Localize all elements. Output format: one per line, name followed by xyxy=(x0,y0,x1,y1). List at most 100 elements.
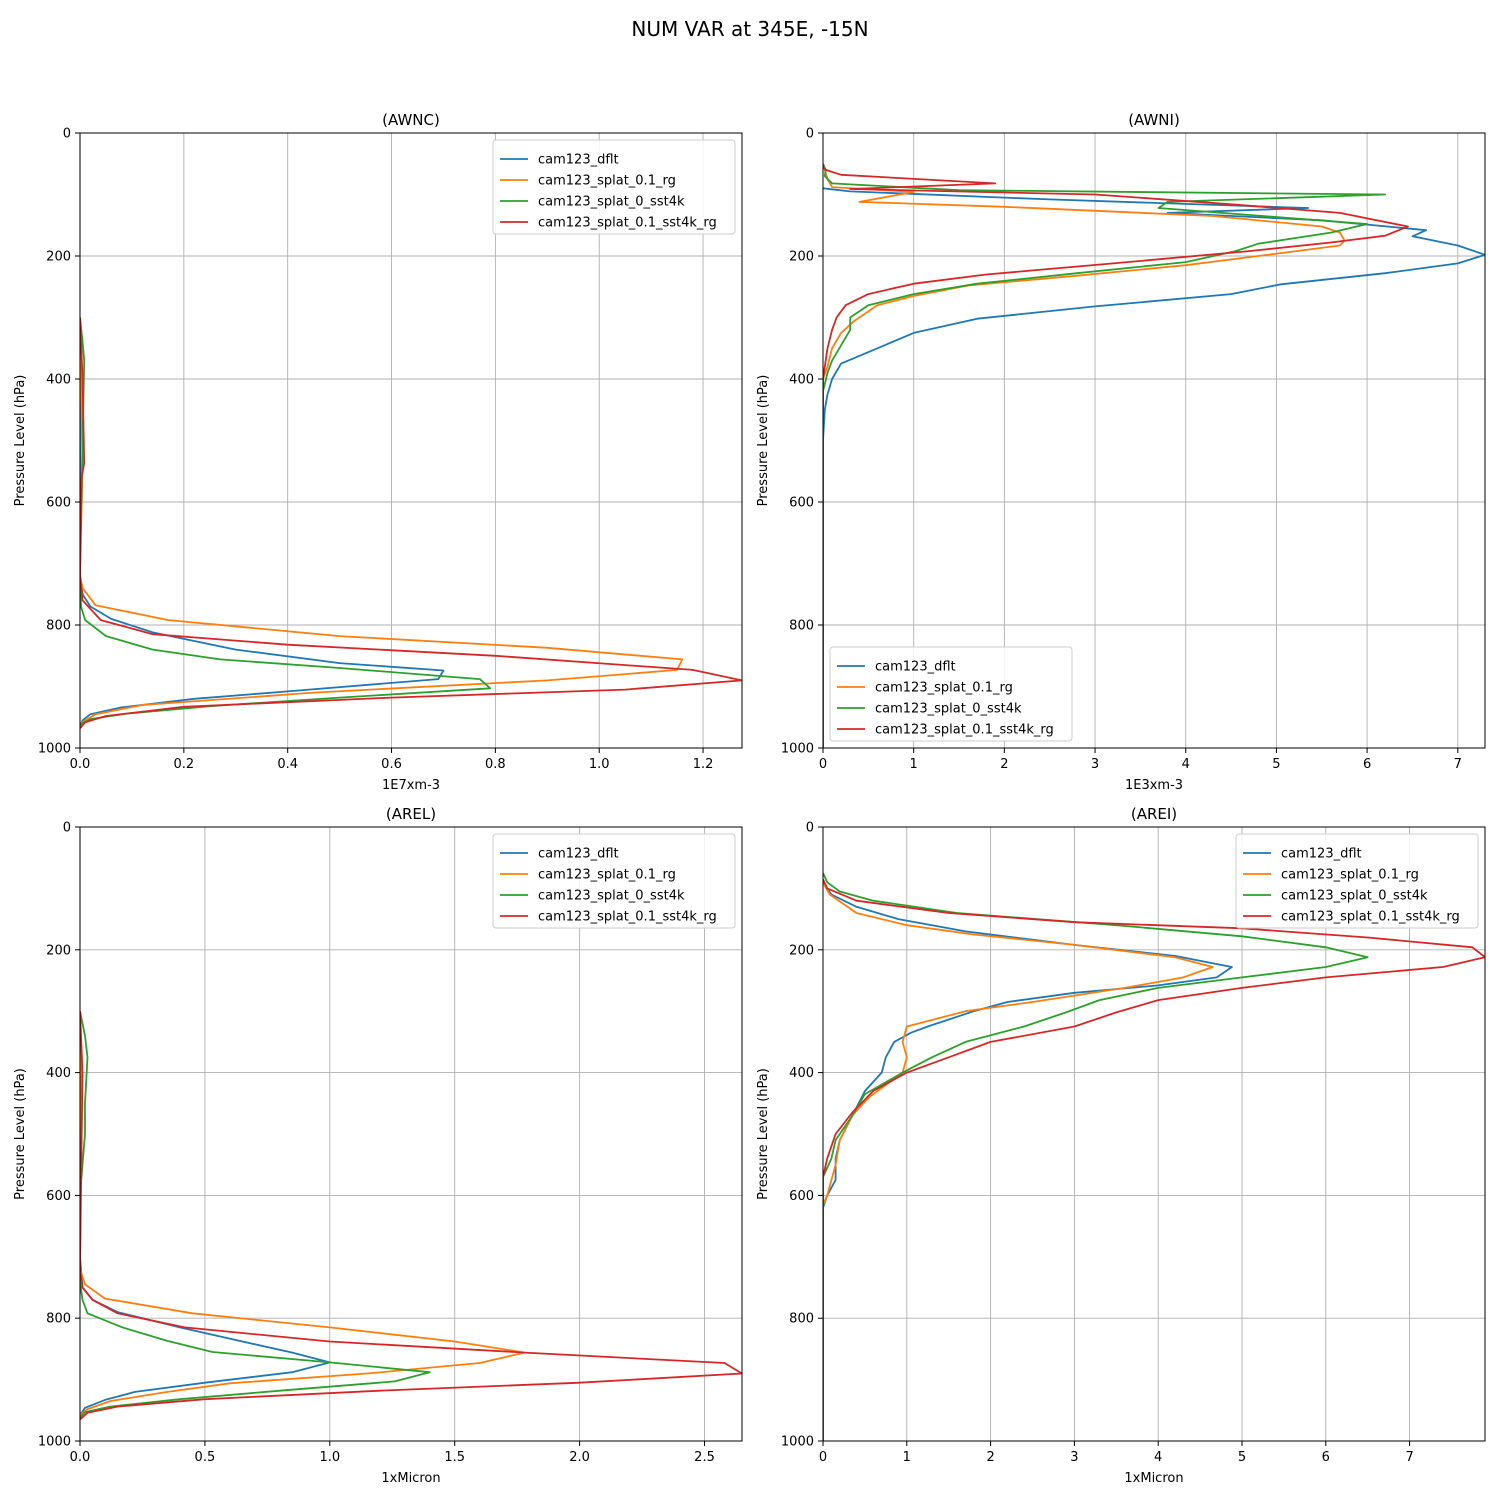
x-tick-label: 5 xyxy=(1272,757,1280,772)
x-tick-label: 1 xyxy=(910,757,918,772)
x-axis-label: 1E3xm-3 xyxy=(1125,778,1183,793)
y-tick-label: 200 xyxy=(46,250,71,265)
x-tick-label: 2 xyxy=(1000,757,1008,772)
y-tick-label: 800 xyxy=(789,619,814,634)
x-tick-label: 6 xyxy=(1322,1450,1330,1465)
y-axis-label: Pressure Level (hPa) xyxy=(13,1068,28,1200)
legend-label: cam123_splat_0.1_rg xyxy=(875,681,1013,696)
panel-title: (AWNC) xyxy=(382,111,440,129)
x-tick-label: 0.4 xyxy=(277,757,298,772)
legend-label: cam123_splat_0.1_sst4k_rg xyxy=(875,723,1054,738)
series-line-cam123_splat_0_sst4k xyxy=(823,872,1369,1441)
x-axis-label: 1xMicron xyxy=(1124,1471,1183,1486)
legend: cam123_dflt cam123_splat_0.1_rg cam123_spl… xyxy=(1235,833,1479,929)
legend-label: cam123_splat_0.1_rg xyxy=(538,868,676,883)
y-tick-label: 400 xyxy=(46,1066,71,1081)
chart-panel-1: 0 1 2 3 4 5 6 7 0 200 400 600 800 1000 (AWNI) 1E3xm-3 Pr… xyxy=(756,111,1486,793)
chart-panel-2: 0.0 0.5 1.0 1.5 2.0 2.5 0 200 400 600 800 1000 (AREL… xyxy=(13,805,743,1486)
legend-label: cam123_splat_0.1_rg xyxy=(1281,868,1419,883)
x-tick-label: 4 xyxy=(1182,757,1190,772)
figure-title: NUM VAR at 345E, -15N xyxy=(631,17,868,41)
series-line-cam123_splat_0_sst4k xyxy=(80,1011,431,1419)
x-tick-label: 3 xyxy=(1091,757,1099,772)
legend-label: cam123_dflt xyxy=(875,660,956,675)
series-line-cam123_splat_0.1_sst4k_rg xyxy=(80,317,742,729)
series-line-cam123_dflt xyxy=(823,881,1233,1441)
series-line-cam123_splat_0.1_rg xyxy=(823,163,1346,748)
x-tick-label: 0 xyxy=(819,1450,827,1465)
x-tick-label: 2.0 xyxy=(569,1450,590,1465)
series-line-cam123_splat_0_sst4k xyxy=(823,163,1387,748)
x-tick-label: 7 xyxy=(1454,757,1462,772)
x-tick-label: 1 xyxy=(903,1450,911,1465)
plot-frame xyxy=(79,132,743,749)
x-tick-label: 2 xyxy=(986,1450,994,1465)
x-tick-label: 4 xyxy=(1154,1450,1162,1465)
y-axis-label: Pressure Level (hPa) xyxy=(756,1068,771,1200)
y-tick-label: 0 xyxy=(806,821,814,836)
x-tick-label: 0.0 xyxy=(70,1450,91,1465)
x-tick-label: 0.8 xyxy=(485,757,506,772)
x-tick-label: 3 xyxy=(1070,1450,1078,1465)
x-tick-label: 0 xyxy=(819,757,827,772)
y-tick-label: 600 xyxy=(46,496,71,511)
y-tick-label: 1000 xyxy=(38,1435,71,1450)
x-tick-label: 2.5 xyxy=(694,1450,715,1465)
panel-title: (AREI) xyxy=(1131,805,1177,823)
legend-box xyxy=(492,139,736,235)
series-line-cam123_splat_0.1_rg xyxy=(823,881,1214,1441)
x-tick-label: 7 xyxy=(1405,1450,1413,1465)
y-tick-label: 800 xyxy=(46,1312,71,1327)
series-line-cam123_splat_0.1_rg xyxy=(80,1011,526,1416)
legend-label: cam123_splat_0.1_sst4k_rg xyxy=(538,216,717,231)
x-tick-label: 1.5 xyxy=(444,1450,465,1465)
y-tick-label: 600 xyxy=(789,496,814,511)
series-line-cam123_splat_0.1_sst4k_rg xyxy=(823,166,1409,748)
series-line-cam123_splat_0.1_sst4k_rg xyxy=(823,878,1485,1441)
y-axis-label: Pressure Level (hPa) xyxy=(756,375,771,507)
y-axis-label: Pressure Level (hPa) xyxy=(13,375,28,507)
plot-frame xyxy=(822,826,1486,1442)
legend-label: cam123_splat_0_sst4k xyxy=(1281,889,1428,904)
x-tick-label: 5 xyxy=(1238,1450,1246,1465)
y-tick-label: 0 xyxy=(63,127,71,142)
legend: cam123_dflt cam123_splat_0.1_rg cam123_spl… xyxy=(492,139,736,235)
x-tick-label: 0.2 xyxy=(173,757,194,772)
y-tick-label: 1000 xyxy=(781,1435,814,1450)
legend-label: cam123_splat_0.1_rg xyxy=(538,174,676,189)
legend-label: cam123_dflt xyxy=(538,847,619,862)
y-tick-label: 600 xyxy=(46,1189,71,1204)
y-tick-label: 400 xyxy=(789,373,814,388)
legend: cam123_dflt cam123_splat_0.1_rg cam123_spl… xyxy=(492,833,736,929)
x-tick-label: 0.5 xyxy=(195,1450,216,1465)
y-tick-label: 0 xyxy=(63,821,71,836)
chart-panel-3: 0 1 2 3 4 5 6 7 0 200 400 600 800 1000 (AREI) 1xMicron P… xyxy=(756,805,1486,1486)
x-tick-label: 0.0 xyxy=(70,757,91,772)
plot-frame xyxy=(822,132,1486,749)
x-axis-label: 1E7xm-3 xyxy=(382,778,440,793)
legend-label: cam123_dflt xyxy=(1281,847,1362,862)
x-tick-label: 6 xyxy=(1363,757,1371,772)
y-tick-label: 200 xyxy=(789,250,814,265)
y-tick-label: 600 xyxy=(789,1189,814,1204)
plot-frame xyxy=(79,826,743,1442)
legend: cam123_dflt cam123_splat_0.1_rg cam123_spl… xyxy=(829,646,1073,742)
y-tick-label: 1000 xyxy=(38,742,71,757)
legend-label: cam123_dflt xyxy=(538,153,619,168)
panel-title: (AREL) xyxy=(386,805,436,823)
x-tick-label: 1.0 xyxy=(319,1450,340,1465)
legend-box xyxy=(829,646,1073,742)
series-line-cam123_dflt xyxy=(80,317,445,727)
legend-box xyxy=(1235,833,1479,929)
y-tick-label: 1000 xyxy=(781,742,814,757)
chart-panel-0: 0.0 0.2 0.4 0.6 0.8 1.0 1.2 0 200 400 600 800 1000 (A… xyxy=(13,111,743,793)
legend-label: cam123_splat_0.1_sst4k_rg xyxy=(538,910,717,925)
y-tick-label: 400 xyxy=(46,373,71,388)
x-tick-label: 1.2 xyxy=(693,757,714,772)
legend-label: cam123_splat_0_sst4k xyxy=(538,889,685,904)
y-tick-label: 200 xyxy=(46,943,71,958)
y-tick-label: 800 xyxy=(789,1312,814,1327)
series-line-cam123_dflt xyxy=(823,187,1485,748)
legend-label: cam123_splat_0_sst4k xyxy=(875,702,1022,717)
legend-label: cam123_splat_0.1_sst4k_rg xyxy=(1281,910,1460,925)
